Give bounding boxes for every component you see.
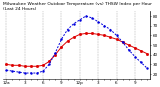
Text: Milwaukee Weather Outdoor Temperature (vs) THSW Index per Hour (Last 24 Hours): Milwaukee Weather Outdoor Temperature (v… <box>3 2 152 11</box>
